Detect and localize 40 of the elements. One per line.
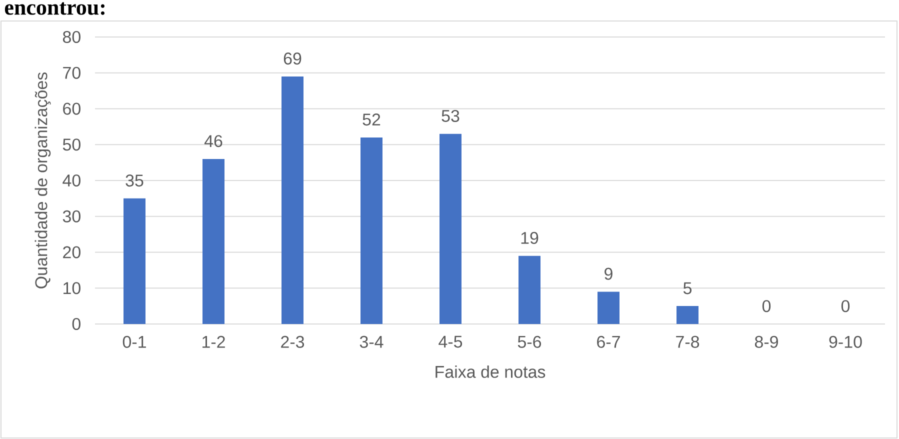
bar <box>124 198 146 324</box>
x-tick-label: 3-4 <box>360 336 384 348</box>
y-tick-label: 30 <box>62 210 80 222</box>
bar <box>676 306 699 324</box>
data-label: 35 <box>126 174 144 187</box>
x-tick-label: 4-5 <box>438 336 462 348</box>
y-tick-label: 60 <box>63 102 80 115</box>
x-tick-label: 7-8 <box>676 336 700 348</box>
y-tick-label: 80 <box>62 30 80 44</box>
y-tick-label: 40 <box>62 174 80 187</box>
y-axis-title: Quantidade de organizações <box>34 72 51 288</box>
y-tick-label: 50 <box>62 138 80 151</box>
data-label: 9 <box>604 268 612 280</box>
chart-title: encontrou: <box>4 2 104 15</box>
x-tick-label: 5-6 <box>518 336 542 348</box>
data-label: 19 <box>521 232 538 244</box>
data-label: 52 <box>362 114 380 126</box>
bar <box>360 137 382 324</box>
y-tick-label: 20 <box>63 246 80 258</box>
data-label: 53 <box>442 110 460 122</box>
x-tick-label: 1-2 <box>202 336 225 348</box>
bar <box>282 76 304 324</box>
x-tick-label: 2-3 <box>281 336 304 348</box>
data-label: 0 <box>762 300 771 312</box>
x-tick-label: 8-9 <box>754 336 778 348</box>
data-label: 46 <box>204 135 222 148</box>
data-label: 69 <box>284 52 302 65</box>
x-tick-label: 6-7 <box>597 336 620 348</box>
x-tick-label: 9-10 <box>829 336 862 348</box>
x-tick-label: 0-1 <box>122 336 146 348</box>
bar <box>202 158 224 324</box>
y-tick-label: 10 <box>64 282 80 294</box>
bar <box>440 134 462 324</box>
y-tick-label: 0 <box>72 318 80 330</box>
x-axis-title: Faixa de notas <box>436 365 546 378</box>
data-label: 0 <box>841 300 850 312</box>
bar <box>598 292 620 324</box>
bar <box>518 256 541 324</box>
y-tick-label: 70 <box>63 66 80 79</box>
data-label: 5 <box>683 282 692 294</box>
